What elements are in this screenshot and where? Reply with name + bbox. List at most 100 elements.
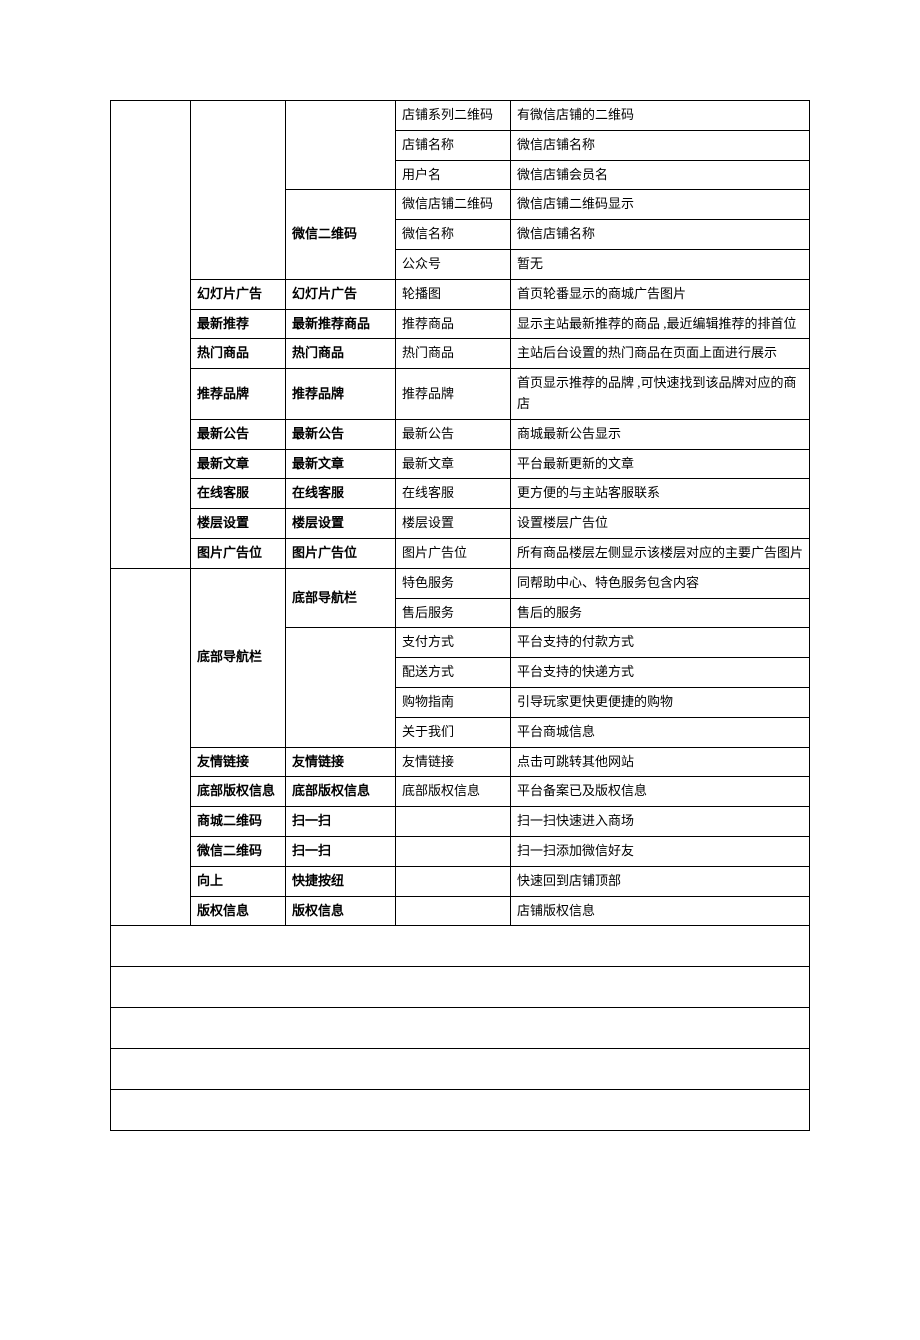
cell-module: 友情链接 xyxy=(286,747,396,777)
cell-section: 商城二维码 xyxy=(191,807,286,837)
cell-feature: 底部版权信息 xyxy=(396,777,511,807)
cell-feature: 店铺系列二维码 xyxy=(396,101,511,131)
cell-feature xyxy=(396,807,511,837)
empty-cell xyxy=(111,1008,810,1049)
cell-desc: 店铺版权信息 xyxy=(511,896,810,926)
cell-feature: 购物指南 xyxy=(396,687,511,717)
cell-section: 微信二维码 xyxy=(191,836,286,866)
cell-feature: 友情链接 xyxy=(396,747,511,777)
table-row-empty xyxy=(111,967,810,1008)
cell-feature: 微信名称 xyxy=(396,220,511,250)
cell-section: 最新推荐 xyxy=(191,309,286,339)
table-row: 友情链接 友情链接 友情链接 点击可跳转其他网站 xyxy=(111,747,810,777)
cell-section: 图片广告位 xyxy=(191,538,286,568)
cell-desc: 设置楼层广告位 xyxy=(511,509,810,539)
cell-desc: 暂无 xyxy=(511,249,810,279)
cell-desc: 平台备案已及版权信息 xyxy=(511,777,810,807)
table-row: 底部导航栏 底部导航栏 特色服务 同帮助中心、特色服务包含内容 xyxy=(111,568,810,598)
cell-feature: 店铺名称 xyxy=(396,130,511,160)
cell-module: 最新文章 xyxy=(286,449,396,479)
table-row: 最新文章 最新文章 最新文章 平台最新更新的文章 xyxy=(111,449,810,479)
cell-module: 最新推荐商品 xyxy=(286,309,396,339)
cell-desc: 扫一扫快速进入商场 xyxy=(511,807,810,837)
cell-module: 扫一扫 xyxy=(286,807,396,837)
cell-module: 扫一扫 xyxy=(286,836,396,866)
cell-desc: 平台商城信息 xyxy=(511,717,810,747)
table-row: 底部版权信息 底部版权信息 底部版权信息 平台备案已及版权信息 xyxy=(111,777,810,807)
cell-section: 版权信息 xyxy=(191,896,286,926)
table-row-empty xyxy=(111,926,810,967)
table-row: 幻灯片广告 幻灯片广告 轮播图 首页轮番显示的商城广告图片 xyxy=(111,279,810,309)
table-row-empty xyxy=(111,1090,810,1131)
cell-feature: 图片广告位 xyxy=(396,538,511,568)
table-row: 微信二维码 扫一扫 扫一扫添加微信好友 xyxy=(111,836,810,866)
cell-section: 最新公告 xyxy=(191,419,286,449)
cell-module: 图片广告位 xyxy=(286,538,396,568)
cell-module: 楼层设置 xyxy=(286,509,396,539)
cell-feature xyxy=(396,866,511,896)
cell-section: 友情链接 xyxy=(191,747,286,777)
cell-desc: 同帮助中心、特色服务包含内容 xyxy=(511,568,810,598)
cell-feature: 推荐商品 xyxy=(396,309,511,339)
cell-desc: 首页轮番显示的商城广告图片 xyxy=(511,279,810,309)
empty-cell xyxy=(111,967,810,1008)
cell-feature: 楼层设置 xyxy=(396,509,511,539)
empty-cell xyxy=(111,1049,810,1090)
cell-feature: 支付方式 xyxy=(396,628,511,658)
cell-feature: 配送方式 xyxy=(396,658,511,688)
cell-section: 底部导航栏 xyxy=(191,568,286,747)
empty-cell xyxy=(111,926,810,967)
cell-module: 微信二维码 xyxy=(286,190,396,279)
cell-group1 xyxy=(111,568,191,926)
cell-section: 幻灯片广告 xyxy=(191,279,286,309)
cell-module xyxy=(286,628,396,747)
cell-desc: 商城最新公告显示 xyxy=(511,419,810,449)
table-row: 楼层设置 楼层设置 楼层设置 设置楼层广告位 xyxy=(111,509,810,539)
cell-feature: 用户名 xyxy=(396,160,511,190)
cell-feature: 最新公告 xyxy=(396,419,511,449)
cell-desc: 平台最新更新的文章 xyxy=(511,449,810,479)
cell-module: 版权信息 xyxy=(286,896,396,926)
cell-feature: 公众号 xyxy=(396,249,511,279)
table-row: 店铺系列二维码 有微信店铺的二维码 xyxy=(111,101,810,131)
table-row: 图片广告位 图片广告位 图片广告位 所有商品楼层左侧显示该楼层对应的主要广告图片 xyxy=(111,538,810,568)
cell-module: 快捷按纽 xyxy=(286,866,396,896)
cell-group2 xyxy=(191,101,286,280)
cell-feature: 微信店铺二维码 xyxy=(396,190,511,220)
cell-desc: 微信店铺二维码显示 xyxy=(511,190,810,220)
cell-module: 底部版权信息 xyxy=(286,777,396,807)
empty-cell xyxy=(111,1090,810,1131)
cell-desc: 所有商品楼层左侧显示该楼层对应的主要广告图片 xyxy=(511,538,810,568)
cell-module: 在线客服 xyxy=(286,479,396,509)
cell-section: 在线客服 xyxy=(191,479,286,509)
cell-desc: 更方便的与主站客服联系 xyxy=(511,479,810,509)
cell-module: 推荐品牌 xyxy=(286,369,396,420)
cell-feature: 售后服务 xyxy=(396,598,511,628)
cell-section: 向上 xyxy=(191,866,286,896)
cell-desc: 引导玩家更快更便捷的购物 xyxy=(511,687,810,717)
cell-module: 幻灯片广告 xyxy=(286,279,396,309)
cell-desc: 快速回到店铺顶部 xyxy=(511,866,810,896)
cell-desc: 售后的服务 xyxy=(511,598,810,628)
table-row-empty xyxy=(111,1008,810,1049)
cell-section: 底部版权信息 xyxy=(191,777,286,807)
cell-feature xyxy=(396,896,511,926)
cell-section: 最新文章 xyxy=(191,449,286,479)
cell-desc: 微信店铺名称 xyxy=(511,130,810,160)
table-row: 向上 快捷按纽 快速回到店铺顶部 xyxy=(111,866,810,896)
cell-module: 热门商品 xyxy=(286,339,396,369)
cell-feature: 关于我们 xyxy=(396,717,511,747)
cell-module: 底部导航栏 xyxy=(286,568,396,628)
cell-desc: 平台支持的快递方式 xyxy=(511,658,810,688)
cell-feature: 在线客服 xyxy=(396,479,511,509)
cell-section: 推荐品牌 xyxy=(191,369,286,420)
cell-feature: 推荐品牌 xyxy=(396,369,511,420)
spec-table: 店铺系列二维码 有微信店铺的二维码 店铺名称 微信店铺名称 用户名 微信店铺会员… xyxy=(110,100,810,1131)
cell-desc: 扫一扫添加微信好友 xyxy=(511,836,810,866)
cell-desc: 点击可跳转其他网站 xyxy=(511,747,810,777)
table-row: 商城二维码 扫一扫 扫一扫快速进入商场 xyxy=(111,807,810,837)
cell-desc: 首页显示推荐的品牌 ,可快速找到该品牌对应的商店 xyxy=(511,369,810,420)
cell-section: 楼层设置 xyxy=(191,509,286,539)
table-row: 在线客服 在线客服 在线客服 更方便的与主站客服联系 xyxy=(111,479,810,509)
cell-desc: 微信店铺会员名 xyxy=(511,160,810,190)
